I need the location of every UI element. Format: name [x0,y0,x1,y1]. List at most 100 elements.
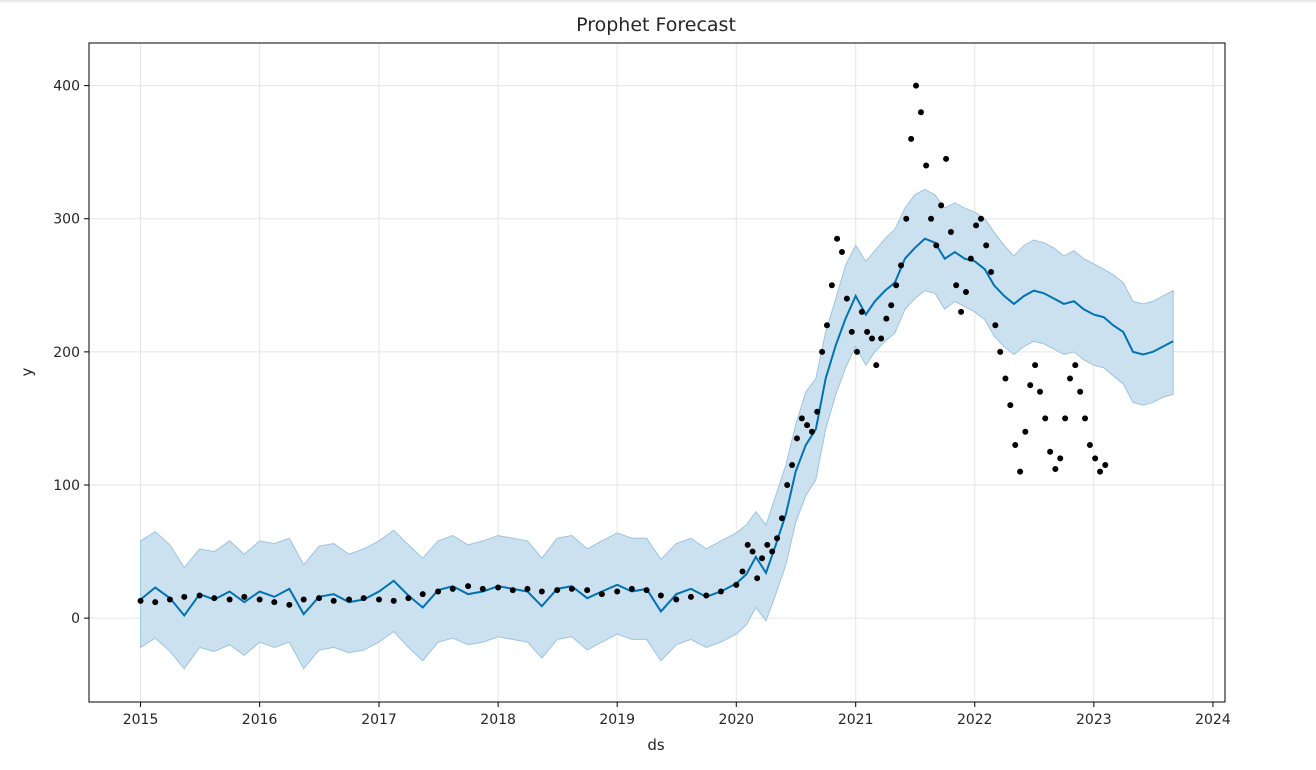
observed-point [316,595,323,602]
observed-point [808,428,815,435]
observed-point [778,515,785,522]
observed-point [628,585,635,592]
observed-point [346,596,353,603]
observed-point [888,302,895,309]
observed-point [764,541,771,548]
observed-point [390,597,397,604]
observed-point [196,592,203,599]
observed-point [923,162,930,169]
observed-point [568,585,575,592]
observed-point [992,322,999,329]
uncertainty-band [140,188,1174,670]
observed-point [917,109,924,116]
observed-point [798,415,805,422]
observed-point [1092,455,1099,462]
observed-point [789,462,796,469]
observed-point [883,315,890,322]
observed-point [983,242,990,249]
chart-title: Prophet Forecast [576,14,736,36]
observed-point [330,597,337,604]
observed-point [256,596,263,603]
observed-point [376,596,383,603]
x-tick-label: 2017 [361,712,397,728]
observed-point [749,548,756,555]
observed-point [988,268,995,275]
observed-point [1057,455,1064,462]
plot-frame [88,42,1226,703]
observed-point [687,593,694,600]
observed-point [1007,402,1014,409]
observed-point [226,596,233,603]
x-tick-label: 2015 [123,712,159,728]
y-tick-label: 400 [53,79,80,95]
observed-point [878,335,885,342]
observed-point [1047,448,1054,455]
observed-point [509,587,516,594]
observed-point [1062,415,1069,422]
observed-point [673,596,680,603]
observed-point [962,288,969,295]
observed-point [804,422,811,429]
observed-point [769,548,776,555]
observed-points [137,82,1109,608]
observed-point [938,202,945,209]
y-tick-label: 300 [53,212,80,228]
x-axis-ticks: 2015 2016 2017 2018 2019 2020 2021 2022 2023 2024 [123,702,1231,728]
observed-point [814,408,821,415]
observed-point [614,588,621,595]
observed-point [643,587,650,594]
x-tick-label: 2023 [1076,712,1112,728]
observed-point [554,587,561,594]
observed-point [864,328,871,335]
observed-point [843,295,850,302]
observed-point [823,322,830,329]
observed-point [1042,415,1049,422]
y-tick-label: 0 [71,611,80,627]
observed-point [405,595,412,602]
observed-point [1086,442,1093,449]
observed-point [1037,388,1044,395]
observed-point [928,215,935,222]
observed-point [834,235,841,242]
observed-point [784,481,791,488]
observed-point [873,362,880,369]
observed-point [1032,362,1039,369]
observed-point [286,601,293,608]
observed-point [360,595,367,602]
observed-point [435,588,442,595]
observed-point [953,282,960,289]
top-shadow [0,0,1316,4]
x-tick-label: 2021 [838,712,874,728]
observed-point [967,255,974,262]
band-area [140,188,1174,670]
observed-point [449,585,456,592]
observed-point [241,593,248,600]
observed-point [538,588,545,595]
observed-point [1017,468,1024,475]
observed-point [1002,375,1009,382]
observed-point [793,435,800,442]
observed-point [1027,382,1034,389]
observed-point [913,82,920,89]
observed-point [744,541,751,548]
y-axis-label: y [18,367,36,376]
observed-point [1052,466,1059,473]
observed-point [211,595,218,602]
observed-point [828,282,835,289]
observed-point [943,155,950,162]
observed-point [465,583,472,590]
observed-point [858,308,865,315]
x-tick-label: 2019 [599,712,635,728]
observed-point [868,335,875,342]
observed-point [300,596,307,603]
observed-point [819,348,826,355]
observed-point [903,215,910,222]
observed-point [1072,362,1079,369]
observed-point [1012,442,1019,449]
observed-point [1097,468,1104,475]
observed-point [759,555,766,562]
observed-point [495,584,502,591]
observed-point [137,597,144,604]
observed-point [848,328,855,335]
